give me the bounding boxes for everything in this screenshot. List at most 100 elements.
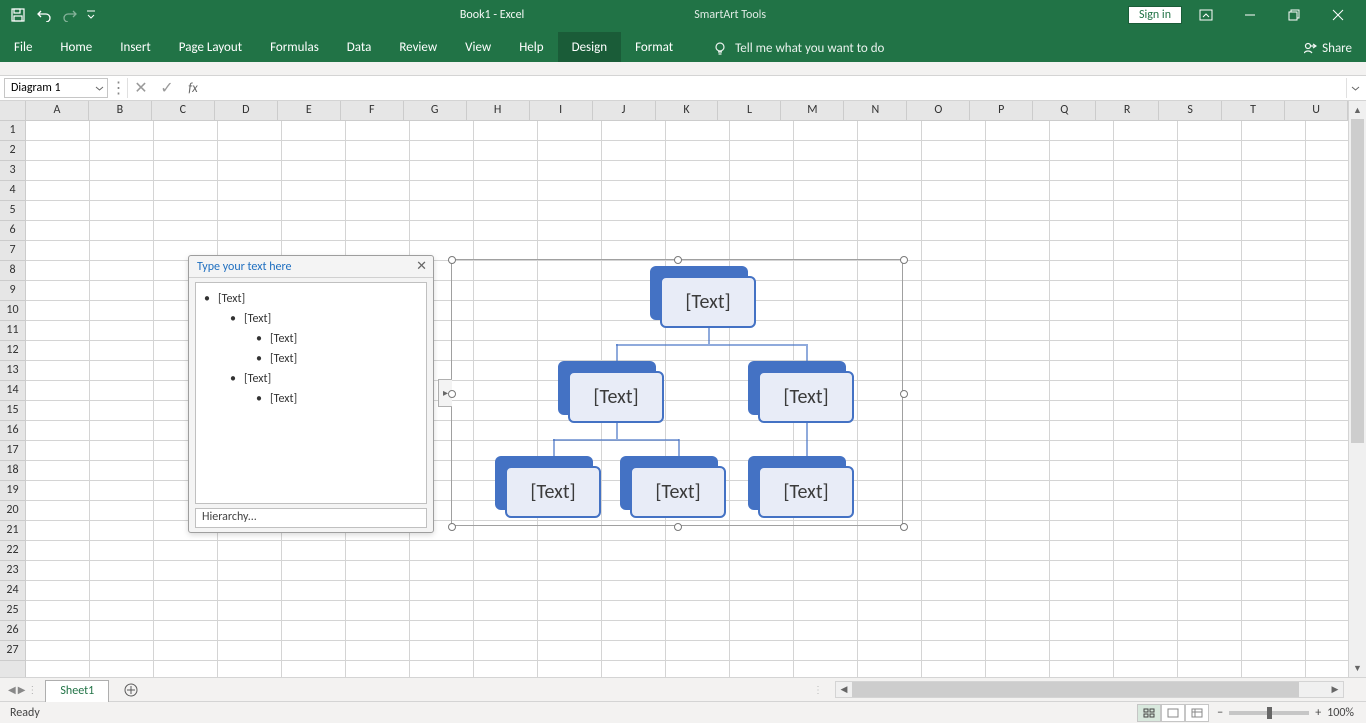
tab-view[interactable]: View	[451, 32, 505, 62]
tell-me[interactable]: Tell me what you want to do	[701, 41, 896, 62]
col-header[interactable]: O	[907, 101, 970, 120]
row-header[interactable]: 12	[0, 341, 25, 361]
col-header[interactable]: F	[341, 101, 404, 120]
vscroll-thumb[interactable]	[1351, 119, 1364, 443]
text-pane-body[interactable]: [Text][Text][Text][Text][Text][Text]	[195, 282, 427, 504]
expand-formula-icon[interactable]	[1346, 78, 1364, 98]
row-header[interactable]: 25	[0, 601, 25, 621]
resize-handle[interactable]	[674, 523, 682, 531]
horizontal-scrollbar[interactable]: ◀ ▶	[835, 681, 1344, 698]
prev-sheet-icon[interactable]: ◀	[8, 683, 16, 696]
row-header[interactable]: 17	[0, 441, 25, 461]
vertical-scrollbar[interactable]: ▲ ▼	[1348, 101, 1366, 677]
col-header[interactable]: C	[152, 101, 215, 120]
customize-qat-icon[interactable]	[84, 3, 98, 27]
tab-help[interactable]: Help	[505, 32, 557, 62]
tab-insert[interactable]: Insert	[106, 32, 165, 62]
row-header[interactable]: 20	[0, 501, 25, 521]
col-header[interactable]: M	[781, 101, 844, 120]
row-header[interactable]: 6	[0, 221, 25, 241]
text-pane-item[interactable]: [Text]	[204, 349, 418, 369]
resize-handle[interactable]	[900, 523, 908, 531]
row-header[interactable]: 2	[0, 141, 25, 161]
tab-review[interactable]: Review	[385, 32, 451, 62]
cancel-formula-icon[interactable]: ✕	[128, 78, 154, 98]
col-header[interactable]: N	[844, 101, 907, 120]
hscroll-thumb[interactable]	[852, 682, 1299, 697]
col-header[interactable]: Q	[1033, 101, 1096, 120]
maximize-icon[interactable]	[1274, 1, 1314, 29]
sheet-tab-active[interactable]: Sheet1	[45, 680, 109, 702]
row-header[interactable]: 22	[0, 541, 25, 561]
tab-formulas[interactable]: Formulas	[256, 32, 333, 62]
col-header[interactable]: E	[278, 101, 341, 120]
row-header[interactable]: 9	[0, 281, 25, 301]
scroll-right-icon[interactable]: ▶	[1327, 684, 1343, 695]
page-break-view-icon[interactable]	[1185, 704, 1209, 722]
col-header[interactable]: D	[215, 101, 278, 120]
row-header[interactable]: 21	[0, 521, 25, 541]
next-sheet-icon[interactable]: ▶	[18, 683, 26, 696]
zoom-in-button[interactable]: +	[1315, 706, 1321, 720]
minimize-icon[interactable]	[1230, 1, 1270, 29]
row-header[interactable]: 24	[0, 581, 25, 601]
resize-handle[interactable]	[900, 256, 908, 264]
zoom-slider[interactable]	[1229, 711, 1309, 715]
row-header[interactable]: 5	[0, 201, 25, 221]
page-layout-view-icon[interactable]	[1161, 704, 1185, 722]
scroll-up-icon[interactable]: ▲	[1349, 101, 1366, 119]
name-box[interactable]: Diagram 1	[4, 78, 108, 98]
redo-icon[interactable]	[58, 3, 82, 27]
tab-page-layout[interactable]: Page Layout	[165, 32, 256, 62]
tab-home[interactable]: Home	[46, 32, 106, 62]
row-header[interactable]: 3	[0, 161, 25, 181]
ribbon-options-icon[interactable]	[1186, 1, 1226, 29]
text-pane-item[interactable]: [Text]	[204, 329, 418, 349]
add-sheet-button[interactable]	[119, 678, 143, 701]
resize-handle[interactable]	[448, 390, 456, 398]
row-header[interactable]: 18	[0, 461, 25, 481]
row-header[interactable]: 4	[0, 181, 25, 201]
row-header[interactable]: 15	[0, 401, 25, 421]
col-header[interactable]: S	[1159, 101, 1222, 120]
col-header[interactable]: P	[970, 101, 1033, 120]
close-icon[interactable]: ✕	[416, 259, 427, 274]
row-header[interactable]: 16	[0, 421, 25, 441]
row-header[interactable]: 23	[0, 561, 25, 581]
col-header[interactable]: T	[1222, 101, 1285, 120]
resize-handle[interactable]	[448, 523, 456, 531]
row-header[interactable]: 7	[0, 241, 25, 261]
row-header[interactable]: 19	[0, 481, 25, 501]
col-header[interactable]: R	[1096, 101, 1159, 120]
tab-data[interactable]: Data	[333, 32, 386, 62]
col-header[interactable]: A	[26, 101, 89, 120]
text-pane-item[interactable]: [Text]	[204, 309, 418, 329]
row-header[interactable]: 11	[0, 321, 25, 341]
scroll-left-icon[interactable]: ◀	[836, 684, 852, 695]
share-button[interactable]: Share	[1290, 41, 1366, 62]
col-header[interactable]: H	[467, 101, 530, 120]
tab-file[interactable]: File	[0, 32, 46, 62]
sheet-nav[interactable]: ◀▶⋮	[0, 678, 45, 701]
text-pane-item[interactable]: [Text]	[204, 289, 418, 309]
smartart-text-pane[interactable]: Type your text here ✕ [Text][Text][Text]…	[188, 255, 434, 533]
row-header[interactable]: 13	[0, 361, 25, 381]
smartart-selection-frame[interactable]: ▸	[451, 259, 903, 526]
resize-handle[interactable]	[674, 256, 682, 264]
col-header[interactable]: I	[530, 101, 593, 120]
save-icon[interactable]	[6, 3, 30, 27]
sign-in-button[interactable]: Sign in	[1128, 6, 1182, 24]
col-header[interactable]: J	[593, 101, 656, 120]
row-header[interactable]: 26	[0, 621, 25, 641]
formula-input[interactable]	[206, 76, 1346, 100]
row-header[interactable]: 27	[0, 641, 25, 661]
text-pane-item[interactable]: [Text]	[204, 389, 418, 409]
zoom-out-button[interactable]: −	[1217, 706, 1223, 720]
col-header[interactable]: B	[89, 101, 152, 120]
text-pane-item[interactable]: [Text]	[204, 369, 418, 389]
zoom-level[interactable]: 100%	[1327, 706, 1354, 720]
row-header[interactable]: 14	[0, 381, 25, 401]
col-header[interactable]: G	[404, 101, 467, 120]
select-all-corner[interactable]	[0, 101, 26, 121]
normal-view-icon[interactable]	[1137, 704, 1161, 722]
